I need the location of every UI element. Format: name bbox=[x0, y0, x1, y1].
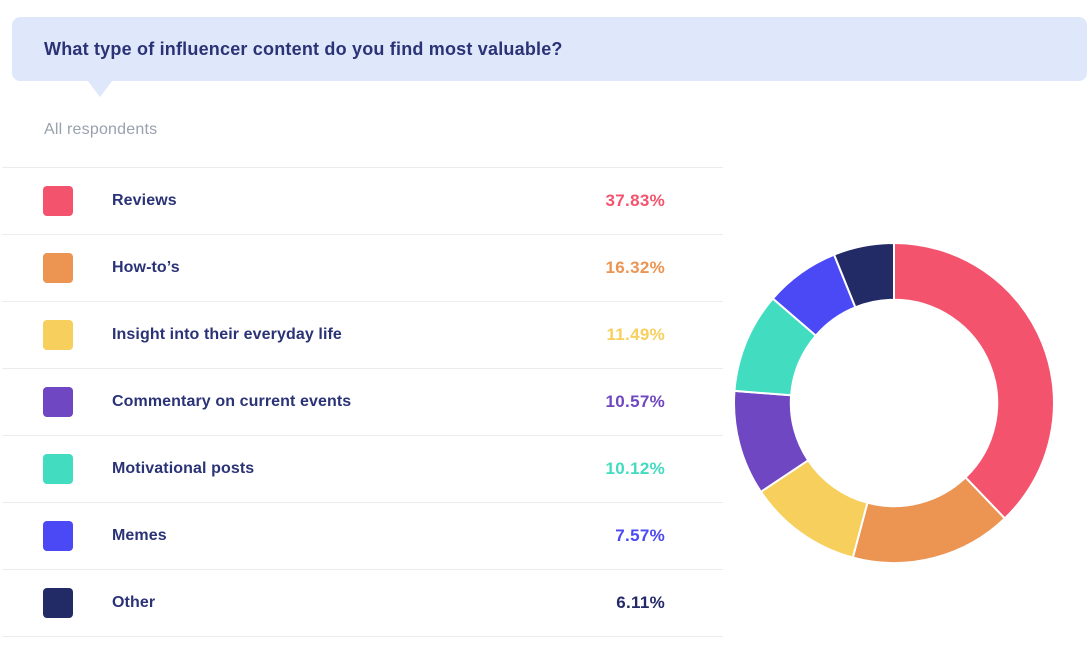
category-label: Reviews bbox=[112, 192, 177, 209]
category-color-swatch bbox=[43, 320, 73, 350]
question-banner: What type of influencer content do you f… bbox=[12, 17, 1087, 81]
legend-table: Reviews 37.83% How-to’s 16.32% Insight i… bbox=[2, 167, 723, 637]
category-percent-value: 16.32% bbox=[605, 258, 665, 277]
question-title: What type of influencer content do you f… bbox=[44, 38, 563, 59]
category-color-swatch bbox=[43, 454, 73, 484]
category-percent-value: 6.11% bbox=[616, 593, 665, 612]
category-label: Insight into their everyday life bbox=[112, 326, 342, 343]
legend-row-3: Commentary on current events 10.57% bbox=[2, 369, 723, 436]
legend-row-4: Motivational posts 10.12% bbox=[2, 436, 723, 503]
legend-row-2: Insight into their everyday life 11.49% bbox=[2, 302, 723, 369]
donut-chart bbox=[734, 243, 1054, 563]
donut-segment-0 bbox=[893, 243, 1054, 520]
category-label: Other bbox=[112, 594, 156, 611]
category-color-swatch bbox=[43, 387, 73, 417]
category-label: Memes bbox=[112, 527, 167, 544]
banner-tail-pointer bbox=[87, 80, 113, 97]
category-color-swatch bbox=[43, 588, 73, 618]
legend-row-1: How-to’s 16.32% bbox=[2, 235, 723, 302]
donut-segment-6 bbox=[833, 243, 895, 309]
category-label: Commentary on current events bbox=[112, 393, 352, 410]
category-color-swatch bbox=[43, 521, 73, 551]
category-color-swatch bbox=[43, 186, 73, 216]
category-percent-value: 37.83% bbox=[605, 191, 665, 210]
category-percent-value: 7.57% bbox=[615, 526, 665, 545]
category-percent-value: 10.12% bbox=[605, 459, 665, 478]
legend-row-6: Other 6.11% bbox=[2, 570, 723, 637]
category-label: How-to’s bbox=[112, 259, 180, 276]
legend-row-5: Memes 7.57% bbox=[2, 503, 723, 570]
respondents-filter-label: All respondents bbox=[44, 121, 158, 138]
category-color-swatch bbox=[43, 253, 73, 283]
category-label: Motivational posts bbox=[112, 460, 255, 477]
category-percent-value: 11.49% bbox=[606, 325, 665, 344]
category-percent-value: 10.57% bbox=[605, 392, 665, 411]
legend-row-0: Reviews 37.83% bbox=[2, 168, 723, 235]
